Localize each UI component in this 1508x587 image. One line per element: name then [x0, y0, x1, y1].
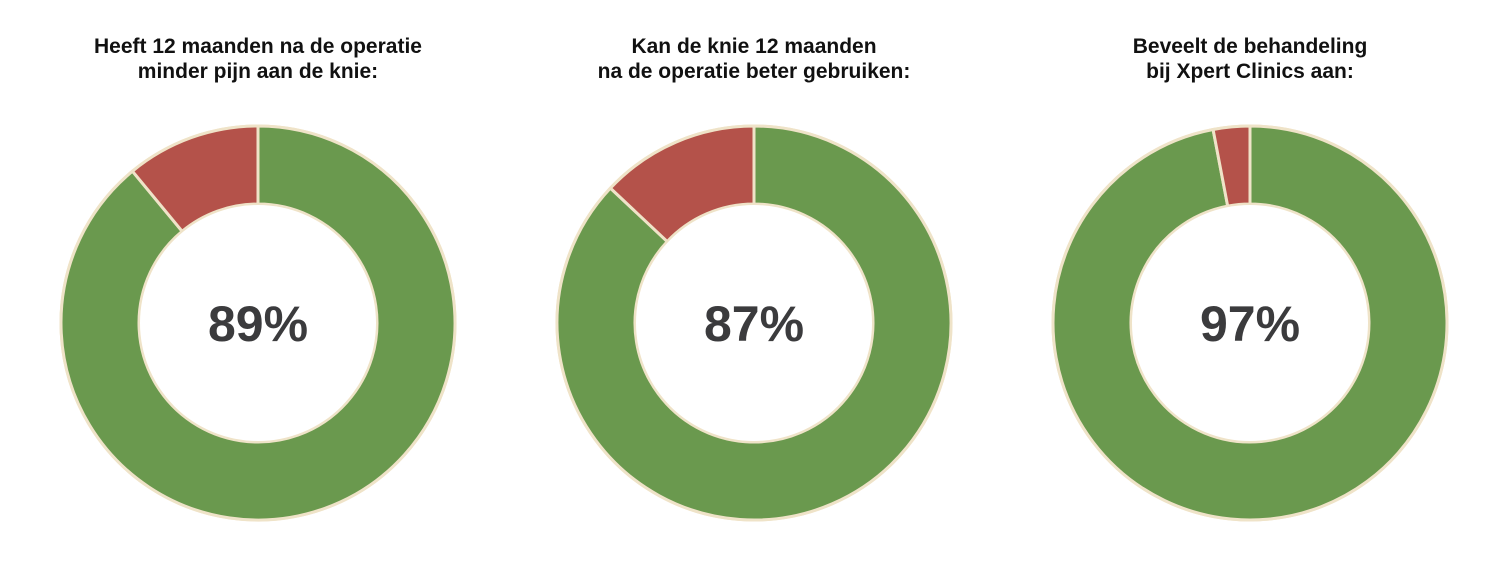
- donut-slice-negative: [608, 124, 756, 244]
- donut-slice-negative: [130, 124, 260, 233]
- donut-slice-positive: [59, 124, 457, 522]
- donut-hole: [1132, 205, 1368, 441]
- donut-svg: 87%: [555, 124, 953, 522]
- donut-svg: 97%: [1051, 124, 1449, 522]
- donut-hole: [636, 205, 872, 441]
- center-percentage-label: 89%: [208, 296, 308, 352]
- chart-title: Beveelt de behandeling bij Xpert Clinics…: [1132, 35, 1368, 83]
- donut-chart-use: Kan de knie 12 maanden na de operatie be…: [503, 0, 1005, 587]
- donut-slice-positive: [555, 124, 953, 522]
- center-percentage-label: 97%: [1200, 296, 1300, 352]
- chart-title: Heeft 12 maanden na de operatie minder p…: [94, 35, 422, 83]
- donut-chart-pain: Heeft 12 maanden na de operatie minder p…: [7, 0, 509, 587]
- donut-svg: 89%: [59, 124, 457, 522]
- donut-hole: [140, 205, 376, 441]
- donut-slice-negative: [1211, 124, 1252, 208]
- chart-title: Kan de knie 12 maanden na de operatie be…: [597, 35, 911, 83]
- donut-chart-recommend: Beveelt de behandeling bij Xpert Clinics…: [999, 0, 1501, 587]
- donut-slice-positive: [1051, 124, 1449, 522]
- center-percentage-label: 87%: [704, 296, 804, 352]
